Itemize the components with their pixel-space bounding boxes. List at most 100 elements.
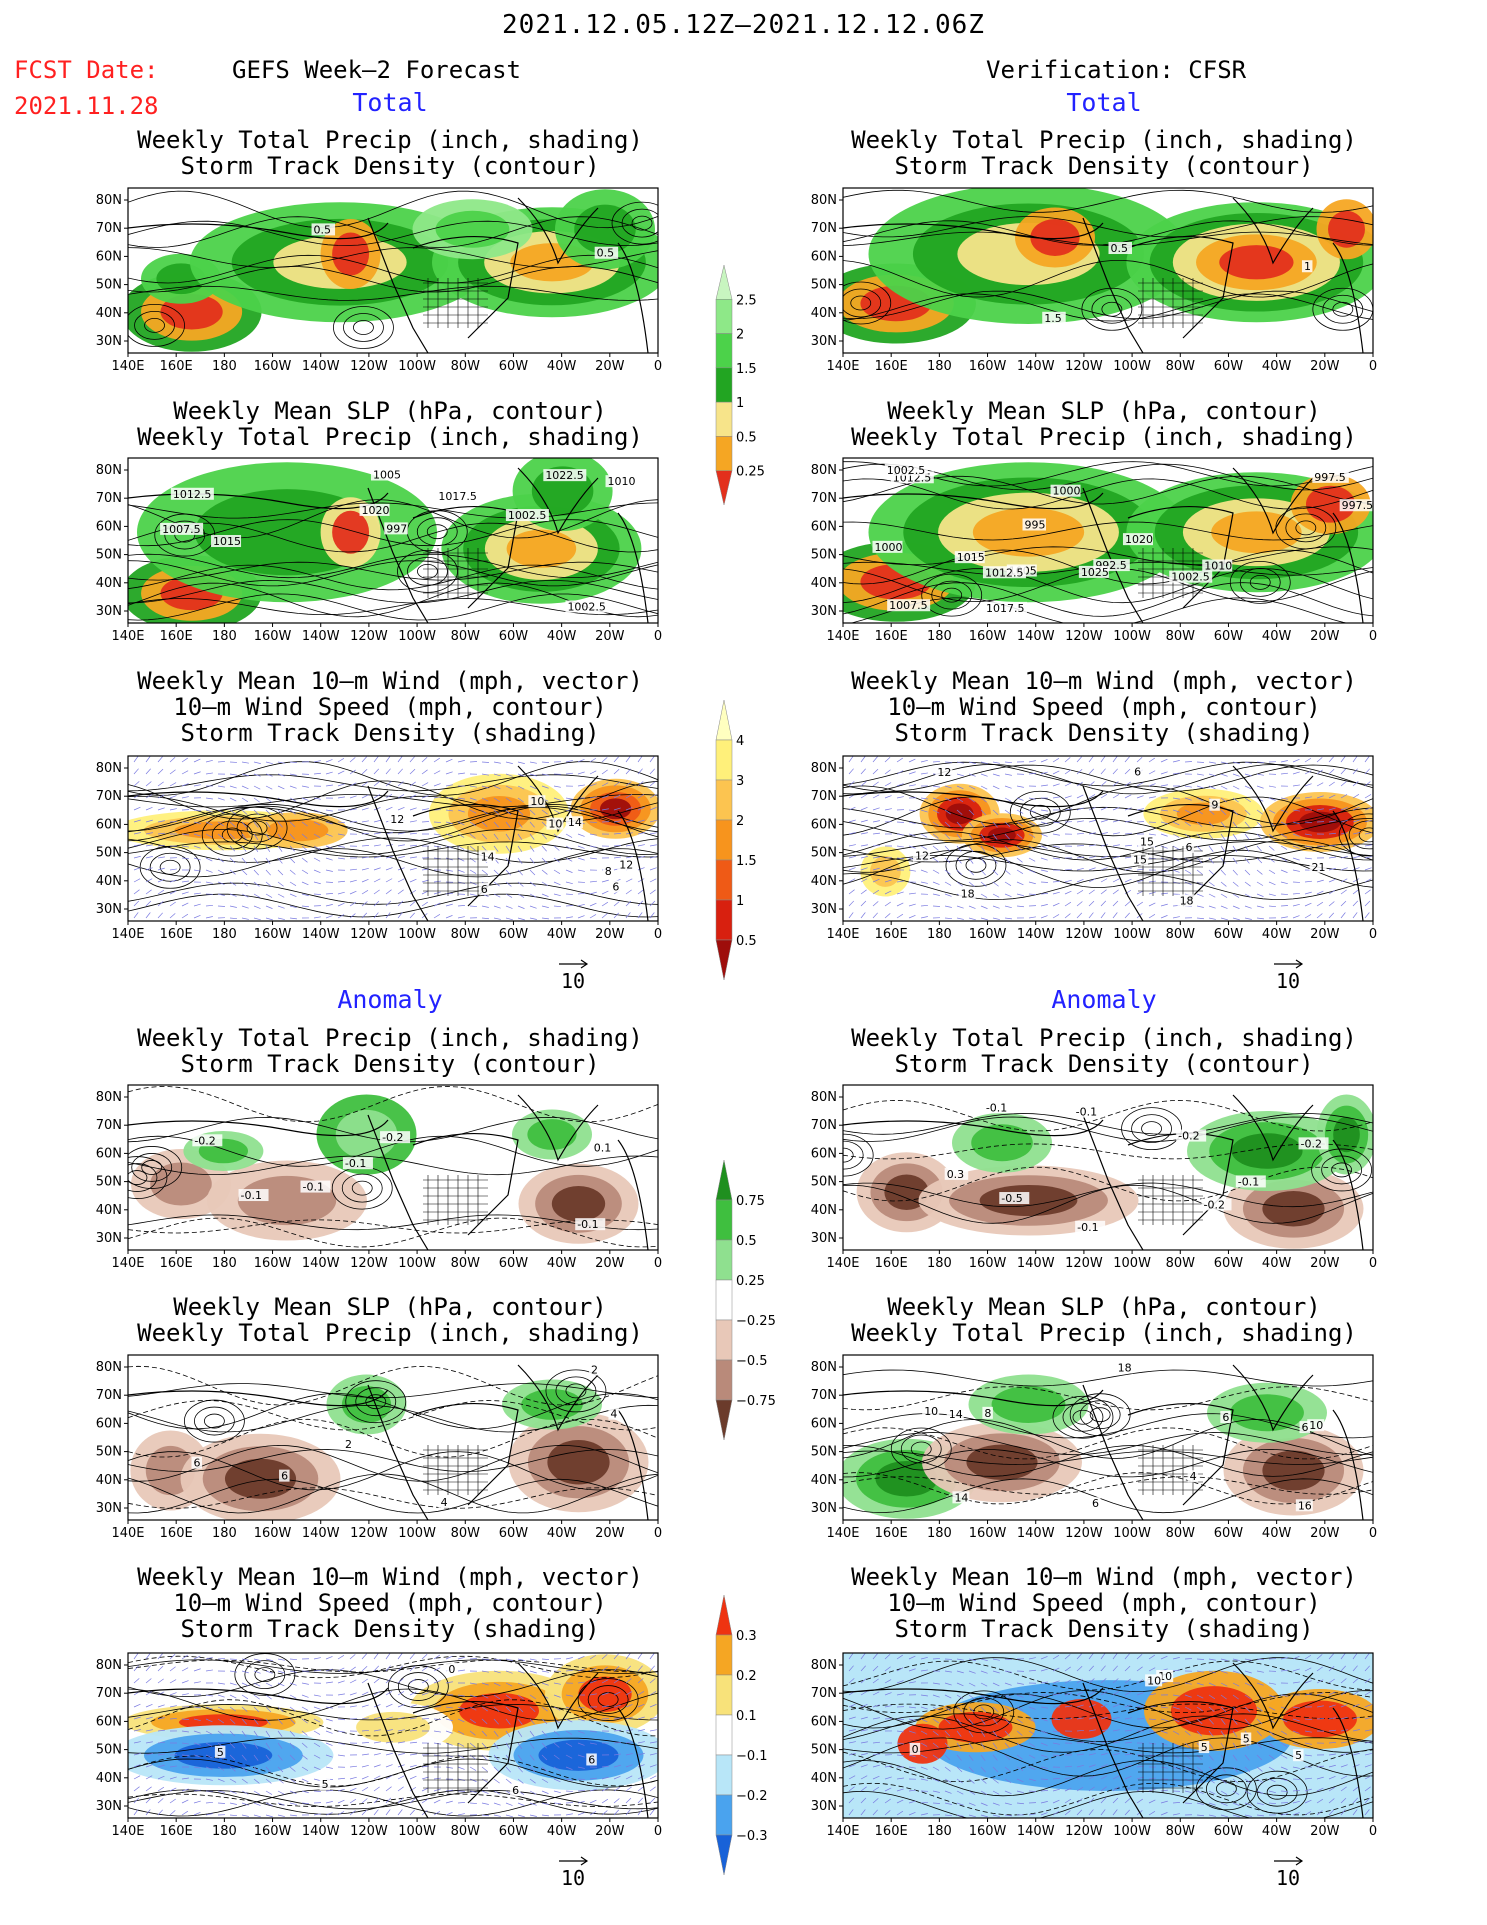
- contour-ring: [843, 288, 882, 318]
- wind-vector: [1232, 1694, 1239, 1700]
- wind-vector: [649, 1704, 657, 1708]
- wind-vector: [1076, 1742, 1085, 1744]
- lon-tick-label: 0: [654, 927, 662, 942]
- wind-vector: [517, 1682, 525, 1687]
- contour-label-bg: [944, 1167, 969, 1180]
- contour-label-bg: [610, 880, 621, 893]
- wind-vector: [968, 1682, 976, 1687]
- wind-vector: [601, 1776, 609, 1780]
- wind-vector: [181, 1810, 189, 1816]
- coastline: [617, 1139, 649, 1250]
- wind-vector: [457, 821, 465, 826]
- wind-vector: [920, 1718, 928, 1723]
- wind-vector: [373, 1764, 381, 1768]
- wind-vector: [1040, 845, 1048, 849]
- wind-vector: [337, 770, 345, 775]
- lat-tick-label: 80N: [811, 761, 837, 776]
- coastline: [1082, 785, 1144, 921]
- wind-vector: [157, 1691, 165, 1696]
- wind-vector: [337, 757, 345, 763]
- wind-vector: [1196, 1718, 1203, 1724]
- wind-vector: [1340, 878, 1348, 883]
- coastline: [1232, 197, 1314, 265]
- wind-vector: [445, 784, 453, 787]
- wind-vector: [241, 797, 249, 803]
- wind-vector: [860, 781, 867, 787]
- wind-vector: [361, 867, 369, 871]
- wind-vector: [241, 1694, 249, 1700]
- wind-vector: [1100, 1653, 1106, 1660]
- lon-tick-label: 160W: [254, 927, 292, 942]
- wind-vector: [980, 905, 988, 909]
- lat-tick-label: 80N: [811, 1658, 837, 1673]
- wind-vector: [613, 1798, 620, 1804]
- wind-vector: [908, 845, 916, 849]
- wind-vector: [1148, 857, 1156, 860]
- wind-vector: [373, 819, 381, 823]
- wind-vector: [481, 1814, 489, 1817]
- contour-label: 14: [949, 1408, 963, 1421]
- wind-vector: [1304, 891, 1312, 895]
- contour-ring: [164, 520, 206, 550]
- colorbar-tick-label: 0.75: [736, 1194, 765, 1209]
- coastline: [517, 467, 599, 535]
- wind-vector: [1364, 1797, 1371, 1804]
- wind-vector: [896, 1777, 904, 1780]
- wind-vector: [1196, 1778, 1204, 1783]
- wind-vector: [145, 1797, 152, 1804]
- wind-vector: [289, 881, 297, 886]
- wind-vector: [313, 821, 321, 826]
- lon-tick-label: 80W: [451, 1824, 481, 1839]
- wind-vector: [1268, 1754, 1275, 1760]
- wind-vector: [649, 1691, 657, 1696]
- wind-vector: [529, 761, 537, 764]
- wind-vector: [1052, 1654, 1060, 1660]
- wind-vector: [505, 1658, 513, 1661]
- wind-vector: [565, 1813, 573, 1816]
- wind-vector: [920, 869, 928, 873]
- wind-vector: [469, 833, 476, 839]
- contour-line: [128, 1789, 658, 1815]
- coastline: [128, 1687, 389, 1705]
- wind-vector: [1028, 1694, 1036, 1697]
- contour-label-bg: [1078, 565, 1109, 578]
- wind-vector: [445, 1812, 453, 1816]
- wind-vector: [385, 1764, 393, 1768]
- contour-ring: [850, 295, 872, 311]
- vector-ref-value: 10: [1276, 1866, 1300, 1890]
- contour-label-bg: [1201, 1198, 1232, 1211]
- wind-vector: [1244, 1658, 1252, 1661]
- lon-tick-label: 160E: [875, 359, 908, 374]
- wind-vector: [920, 1694, 928, 1697]
- wind-vector: [385, 1809, 391, 1816]
- wind-vector: [1292, 809, 1300, 812]
- wind-vector: [1244, 797, 1252, 803]
- wind-vector: [505, 761, 513, 764]
- wind-vector: [481, 1730, 488, 1737]
- wind-vector: [1256, 1790, 1264, 1794]
- wind-vector: [860, 1653, 866, 1660]
- lat-tick-label: 70N: [96, 789, 122, 804]
- shading-region: [1328, 210, 1365, 248]
- contour-label: 14: [954, 1491, 968, 1504]
- wind-vector: [205, 1801, 213, 1804]
- contour-label: 15: [1140, 836, 1154, 849]
- wind-vector: [421, 879, 429, 883]
- wind-vector: [944, 1682, 952, 1686]
- wind-vector: [1112, 1786, 1119, 1792]
- wind-vector: [325, 759, 333, 763]
- wind-vector: [860, 1665, 866, 1672]
- contour-label: 14: [568, 816, 582, 829]
- wind-vector: [992, 1766, 999, 1773]
- wind-vector: [529, 1658, 537, 1661]
- lon-tick-label: 20W: [1310, 1824, 1340, 1839]
- wind-vector: [505, 1694, 512, 1700]
- wind-vector: [385, 1703, 393, 1708]
- wind-vector: [625, 1753, 633, 1756]
- wind-vector: [133, 819, 141, 823]
- contour-ring: [221, 827, 243, 843]
- wind-vector: [992, 1658, 1000, 1661]
- lon-tick-label: 80W: [1166, 629, 1196, 644]
- contour-ring: [945, 843, 1007, 887]
- lon-tick-label: 0: [654, 1526, 662, 1541]
